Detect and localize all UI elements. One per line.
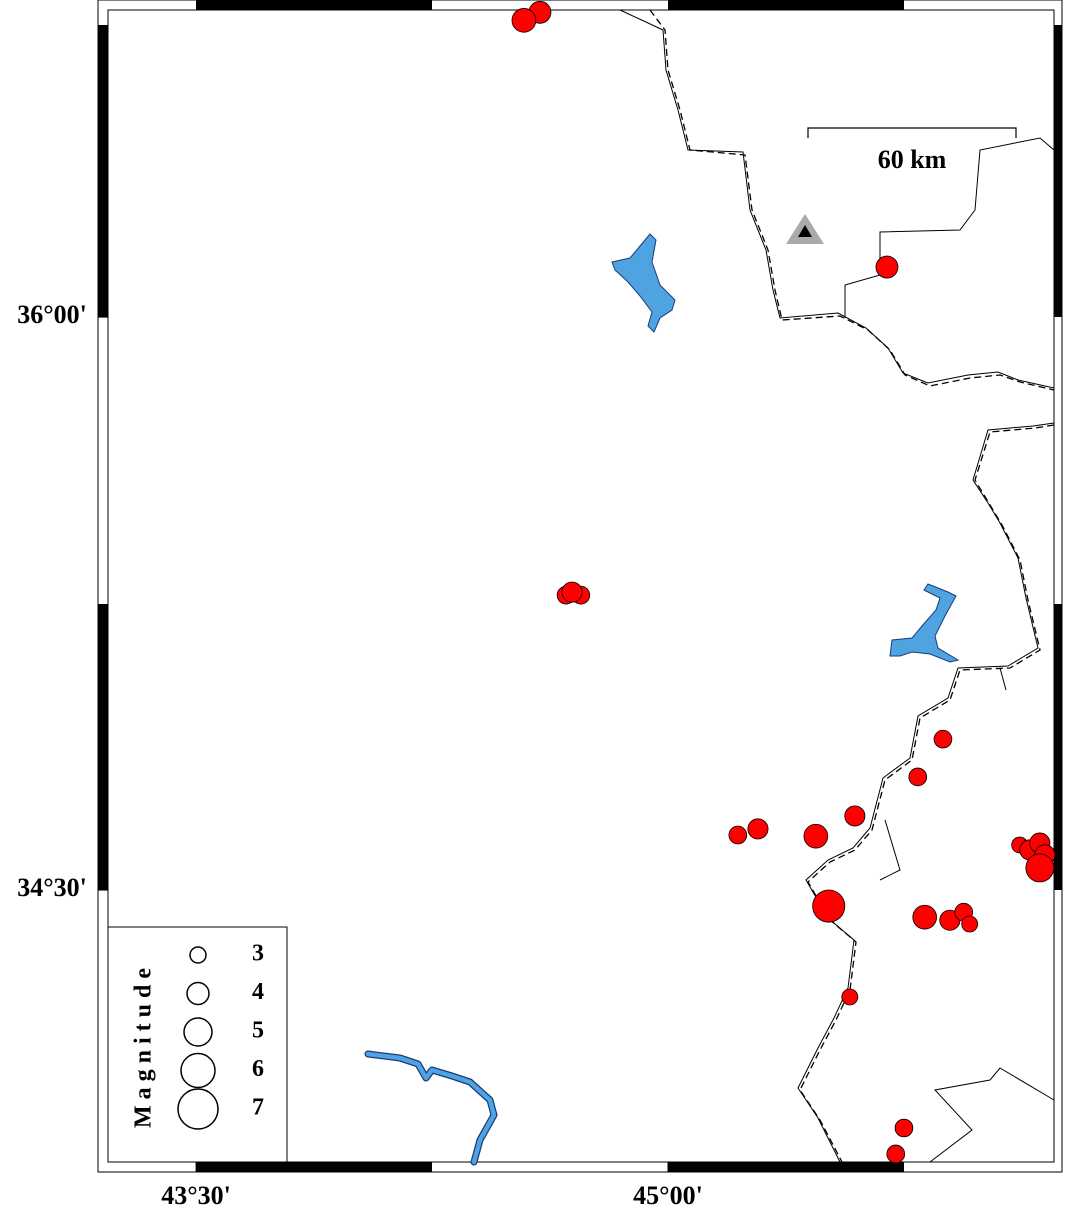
- earthquake: [908, 767, 928, 787]
- x-tick-label: 43°30': [161, 1181, 231, 1210]
- earthquake: [894, 1118, 914, 1138]
- legend-symbol: [183, 1017, 213, 1047]
- earthquake: [933, 729, 953, 749]
- legend-label: 5: [252, 1018, 264, 1044]
- earthquake: [511, 8, 537, 33]
- earthquake: [728, 825, 748, 845]
- legend-symbol: [180, 1052, 216, 1089]
- earthquake: [844, 805, 866, 827]
- y-tick-label: 36°00': [17, 300, 87, 329]
- station-marker-inner: [798, 225, 812, 237]
- events: [511, 0, 1056, 1164]
- earthquake: [886, 1144, 906, 1164]
- legend-symbol: [177, 1088, 219, 1130]
- legend-label: 6: [252, 1056, 264, 1082]
- earthquake: [747, 818, 769, 840]
- legend-label: 7: [252, 1095, 264, 1121]
- x-tick-label: 45°00': [633, 1181, 703, 1210]
- legend-title: Magnitude: [131, 962, 157, 1128]
- earthquake: [961, 915, 979, 933]
- y-tick-label: 34°30': [17, 873, 87, 902]
- earthquake: [875, 255, 899, 279]
- earthquake: [912, 904, 937, 930]
- scale-bar: [807, 127, 1017, 138]
- legend-label: 3: [252, 941, 264, 967]
- earthquake: [812, 889, 846, 923]
- legend-label: 4: [252, 979, 264, 1005]
- borders: [619, 9, 1055, 1163]
- earthquake: [803, 823, 829, 849]
- earthquake: [841, 988, 859, 1006]
- scale-label: 60 km: [878, 145, 947, 174]
- water: [364, 233, 960, 1166]
- earthquake: [1025, 853, 1055, 883]
- legend-box: [107, 926, 288, 1163]
- legend-symbol: [186, 981, 210, 1006]
- legend-symbol: [189, 946, 207, 964]
- earthquake: [561, 581, 583, 603]
